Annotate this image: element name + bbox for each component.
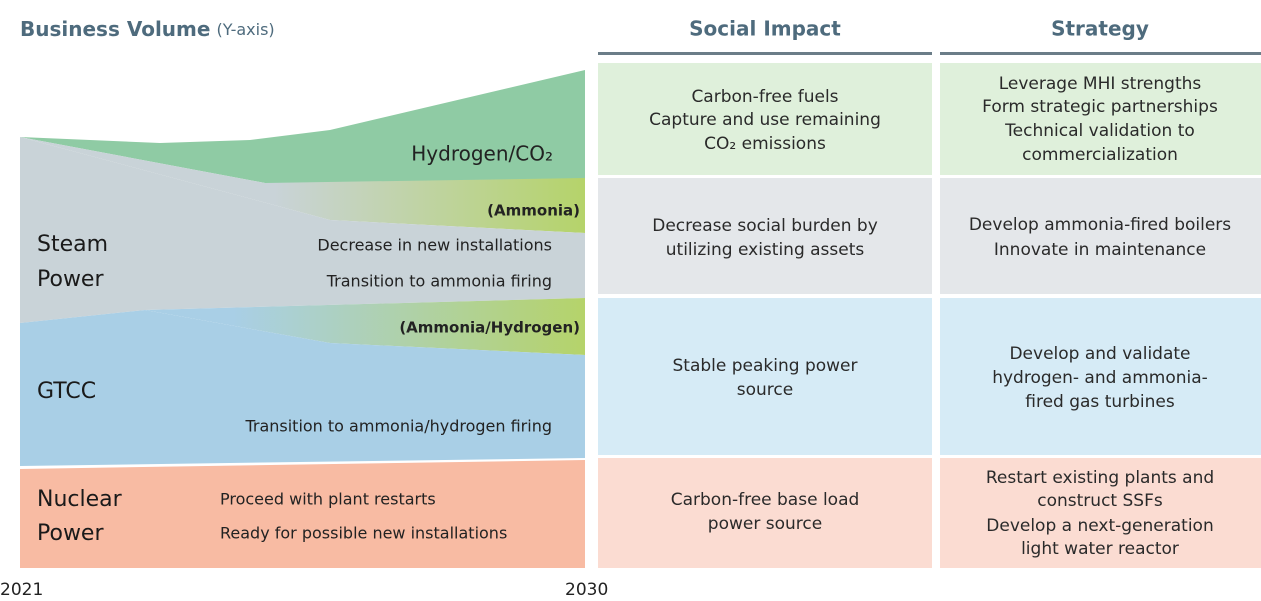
- cell-text: commercialization: [1022, 145, 1178, 165]
- cell-text: Develop and validate: [1009, 344, 1190, 364]
- cell: [940, 63, 1261, 175]
- cell: [598, 298, 932, 455]
- steam-area: [20, 137, 585, 323]
- segment-label: Power: [37, 267, 104, 292]
- axis-end: 2030: [565, 580, 608, 600]
- segment-note: Ready for possible new installations: [220, 524, 507, 543]
- segment-label: (Ammonia/Hydrogen): [399, 319, 580, 337]
- header-rule: [940, 52, 1261, 55]
- segment-note: Transition to ammonia firing: [326, 272, 552, 291]
- gtcc-area: [20, 310, 585, 466]
- cell-text: Carbon-free base load: [671, 490, 860, 510]
- hydrogen-area: [20, 70, 585, 183]
- cell-text: construct SSFs: [1037, 491, 1163, 511]
- cell-text: Develop a next-generation: [986, 516, 1213, 536]
- cell-text: utilizing existing assets: [666, 240, 865, 260]
- column-header: Social Impact: [689, 17, 841, 41]
- segment-label: Hydrogen/CO₂: [411, 142, 553, 166]
- cell-text: Technical validation to: [1004, 121, 1195, 141]
- segment-label: Power: [37, 521, 104, 546]
- cell: [940, 458, 1261, 568]
- cell: [598, 178, 932, 294]
- cell: [598, 458, 932, 568]
- title: Business Volume (Y-axis): [20, 17, 275, 41]
- segment-label: GTCC: [37, 379, 96, 404]
- cell: [940, 178, 1261, 294]
- cell-text: Form strategic partnerships: [982, 97, 1218, 117]
- column-header: Strategy: [1051, 17, 1149, 41]
- cell-text: source: [737, 380, 793, 400]
- cell-text: Develop ammonia-fired boilers: [969, 215, 1231, 235]
- segment-label: (Ammonia): [487, 202, 580, 220]
- ammonia-area: [20, 137, 585, 233]
- cell-text: Stable peaking power: [673, 356, 858, 376]
- cell-text: Decrease social burden by: [652, 216, 878, 236]
- segment-note: Decrease in new installations: [317, 236, 552, 255]
- header-rule: [598, 52, 932, 55]
- cell-text: Capture and use remaining: [649, 110, 881, 130]
- segment-label: Nuclear: [37, 487, 123, 512]
- cell-text: Leverage MHI strengths: [999, 74, 1202, 94]
- segment-note: Proceed with plant restarts: [220, 490, 436, 509]
- cell-text: power source: [708, 514, 822, 534]
- segment-label: Steam: [37, 232, 108, 257]
- cell-text: hydrogen- and ammonia-: [992, 368, 1208, 388]
- segment-note: Transition to ammonia/hydrogen firing: [244, 417, 552, 436]
- ammonia-hydrogen-area: [145, 298, 585, 355]
- cell-text: Innovate in maintenance: [994, 240, 1206, 260]
- cell-text: fired gas turbines: [1025, 392, 1175, 412]
- axis-start: 2021: [0, 580, 43, 600]
- cell-text: CO₂ emissions: [704, 134, 826, 154]
- cell-text: light water reactor: [1021, 539, 1179, 559]
- cell-text: Restart existing plants and: [986, 468, 1214, 488]
- nuclear-area: [20, 460, 585, 568]
- cell: [598, 63, 932, 175]
- cell-text: Carbon-free fuels: [691, 87, 838, 107]
- cell: [940, 298, 1261, 455]
